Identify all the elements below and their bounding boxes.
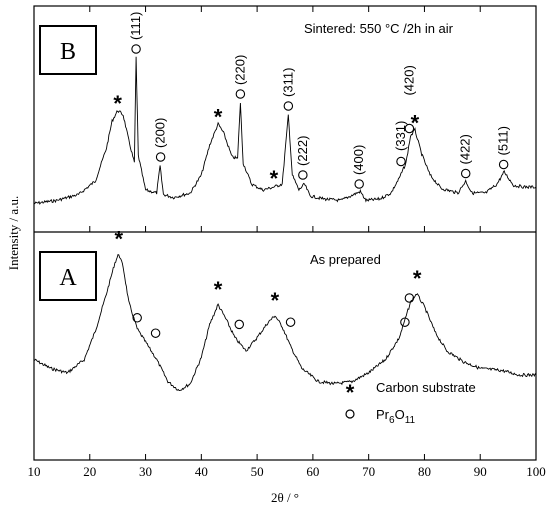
legend-carbon-label: Carbon substrate (376, 380, 476, 395)
panel-b-pr6o11-circle-9 (498, 159, 509, 170)
legend-pr6o11-label: Pr6O11 (376, 407, 416, 426)
legend-sub-11: 11 (405, 415, 416, 426)
panel-a-series-0 (33, 254, 537, 391)
x-tick-label-40: 40 (195, 464, 208, 479)
legend-pr-text: Pr (376, 407, 390, 422)
panel-b-carbon-star-3: * (411, 111, 420, 136)
panel-b-series-0 (33, 56, 537, 205)
x-tick-label-50: 50 (251, 464, 264, 479)
hkl-label-6: (331) (393, 121, 408, 151)
panel-a-carbon-star-3: * (413, 266, 422, 291)
legend: * Carbon substrate Pr6O11 (345, 380, 476, 426)
marker-layer: * * * * * * * * (113, 44, 509, 338)
panel-a-pr6o11-circle-2 (234, 319, 245, 330)
legend-circle-symbol (345, 409, 355, 419)
panel-b-annotation: Sintered: 550 °C /2h in air (304, 21, 454, 36)
panel-b-carbon-star-2: * (270, 166, 279, 191)
x-tick-label-60: 60 (306, 464, 319, 479)
x-tick-label-30: 30 (139, 464, 152, 479)
panel-a-pr6o11-circle-0 (132, 313, 142, 323)
panel-b-pr6o11-circle-1 (155, 152, 166, 162)
panel-a-annotation: As prepared (310, 252, 381, 267)
x-tick-label-20: 20 (83, 464, 96, 479)
panel-a-carbon-star-1: * (214, 277, 223, 302)
panel-b-pr6o11-circle-3 (283, 101, 294, 111)
x-tick-label-70: 70 (362, 464, 375, 479)
panel-b-letter-box (39, 25, 97, 75)
series-layer (33, 56, 537, 391)
plot-frame (33, 5, 537, 461)
hkl-label-1: (200) (153, 118, 168, 148)
x-tick-label-100: 100 (526, 464, 546, 479)
panel-b-pr6o11-circle-7 (404, 123, 415, 134)
hkl-label-8: (422) (458, 134, 473, 164)
panel-a-pr6o11-circle-1 (150, 328, 161, 338)
hkl-label-7: (420) (401, 65, 416, 95)
panel-a-letter-box (39, 251, 97, 301)
x-tick-label-80: 80 (418, 464, 431, 479)
panel-a-pr6o11-circle-3 (285, 317, 296, 327)
panel-b-pr6o11-circle-4 (298, 170, 308, 180)
panel-b-pr6o11-circle-8 (460, 168, 471, 179)
x-tick-label-90: 90 (474, 464, 487, 479)
legend-sub-6: 6 (389, 415, 395, 426)
panel-a-carbon-star-2: * (271, 288, 280, 313)
hkl-label-3: (311) (280, 68, 295, 97)
panel-a-carbon-star-0: * (115, 227, 124, 252)
panel-b-carbon-star-0: * (113, 91, 122, 116)
hkl-label-4: (222) (295, 136, 310, 166)
hkl-label-layer: (111) (200) (220) (311) (222) (400) (331) (420)… (128, 12, 511, 175)
x-axis-label: 2θ / ° (271, 490, 299, 505)
legend-o-text: O (395, 407, 405, 422)
panel-b-pr6o11-circle-6 (396, 156, 406, 167)
panel-b-pr6o11-circle-0 (131, 44, 141, 54)
hkl-label-9: (511) (496, 126, 511, 155)
hkl-label-0: (111) (128, 12, 143, 40)
y-axis-label: Intensity / a.u. (6, 196, 21, 270)
panel-a-letter: A (59, 265, 77, 291)
panel-b-pr6o11-circle-5 (354, 179, 364, 189)
hkl-label-5: (400) (351, 145, 366, 175)
panel-b-pr6o11-circle-2 (235, 89, 246, 99)
panel-a-pr6o11-circle-4 (400, 317, 410, 327)
legend-star-symbol: * (346, 380, 355, 405)
x-axis-ticks: 10 20 30 40 50 60 70 80 90 100 (28, 6, 546, 479)
panel-b-letter: B (60, 39, 76, 65)
panel-a-pr6o11-circle-5 (404, 293, 415, 303)
hkl-label-2: (220) (232, 55, 247, 85)
panel-b-carbon-star-1: * (214, 105, 223, 130)
x-tick-label-10: 10 (28, 464, 41, 479)
